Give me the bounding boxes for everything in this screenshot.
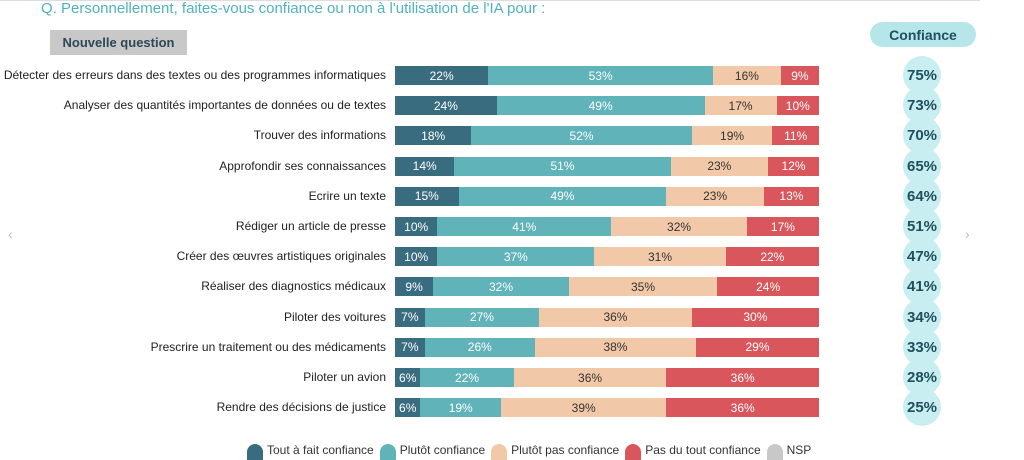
new-question-button[interactable]: Nouvelle question: [50, 30, 187, 55]
bar-segment: 24%: [717, 277, 819, 297]
legend-label: Plutôt pas confiance: [511, 443, 620, 457]
category-label: Réaliser des diagnostics médicaux: [201, 279, 386, 294]
bar-segment: 36%: [666, 368, 819, 387]
legend-label: Plutôt confiance: [399, 443, 486, 457]
bar-segment: 37%: [437, 247, 595, 267]
confidence-value: 70%: [906, 127, 938, 145]
bar-segment: 10%: [776, 96, 819, 116]
bar-segment: 36%: [666, 398, 819, 418]
bar-segment: 13%: [763, 186, 819, 206]
bar-segment: 22%: [725, 247, 819, 267]
category-label: Détecter des erreurs dans des textes ou …: [3, 68, 386, 82]
confidence-value: 25%: [906, 399, 938, 417]
bar-segment: 10%: [395, 247, 438, 267]
bar-segment: 7%: [395, 337, 425, 357]
bar-segment: 22%: [395, 66, 489, 85]
category-label: Prescrire un traitement ou des médicamen…: [150, 339, 386, 354]
confidence-value: 51%: [906, 218, 938, 235]
bar-segment: 7%: [395, 307, 425, 327]
legend-item: Pas du tout confiance: [625, 443, 761, 460]
bar-segment: 15%: [395, 186, 459, 206]
confidence-value: 34%: [906, 308, 938, 326]
bar-segment: 12%: [768, 156, 819, 176]
bar-segment: 53%: [488, 66, 713, 85]
bar-segment: 19%: [691, 126, 773, 146]
bar-segment: 11%: [772, 126, 819, 146]
bar-segment: 31%: [594, 247, 726, 267]
legend-item: Tout à fait confiance: [247, 443, 374, 460]
bar-segment: 23%: [666, 186, 764, 206]
bar-segment: 29%: [696, 337, 819, 357]
category-label: Trouver des informations: [253, 128, 386, 143]
legend-item: Plutôt pas confiance: [491, 443, 619, 460]
chevron-right-icon[interactable]: ›: [965, 226, 970, 242]
bar-segment: 36%: [513, 368, 667, 387]
bar-segment: 27%: [424, 307, 540, 327]
category-label: Approfondir ses connaissances: [219, 158, 386, 173]
bar-segment: 39%: [501, 398, 667, 418]
bar-segment: 41%: [437, 217, 612, 236]
bar-segment: 36%: [539, 307, 692, 327]
bar-segment: 35%: [568, 277, 718, 297]
confidence-value: 28%: [906, 369, 938, 386]
category-label: Analyser des quantités importantes de do…: [63, 98, 386, 113]
bar-segment: 32%: [433, 277, 569, 297]
legend-item: NSP: [766, 443, 812, 460]
confidence-bubble: [903, 388, 941, 427]
bar-segment: 9%: [780, 66, 819, 85]
bar-segment: 14%: [395, 156, 455, 176]
confidence-value: 64%: [906, 187, 938, 205]
bar-segment: 22%: [420, 368, 514, 387]
bar-segment: 38%: [534, 337, 697, 357]
confidence-value: 33%: [906, 338, 938, 356]
bar-segment: 23%: [670, 156, 769, 176]
legend-swatch: [247, 444, 263, 460]
question-title: Q. Personnellement, faites-vous confianc…: [41, 0, 546, 17]
category-label: Piloter des voitures: [283, 309, 386, 324]
bar-segment: 18%: [395, 126, 472, 146]
confidence-value: 47%: [906, 248, 938, 266]
bar-segment: 52%: [471, 126, 692, 146]
legend-swatch: [625, 444, 642, 460]
bar-segment: 10%: [395, 217, 438, 236]
confidence-value: 65%: [906, 157, 938, 175]
chevron-left-icon[interactable]: ‹: [8, 226, 13, 242]
legend-label: NSP: [786, 443, 812, 457]
bar-segment: 51%: [454, 156, 671, 176]
confidence-value: 41%: [906, 278, 938, 296]
bar-segment: 6%: [395, 398, 421, 418]
category-label: Rédiger un article de presse: [235, 219, 386, 233]
legend: Tout à fait confiance Plutôt confiance Plu…: [247, 443, 811, 460]
legend-swatch: [491, 444, 508, 460]
bar-segment: 17%: [746, 217, 819, 236]
bar-segment: 30%: [691, 307, 819, 327]
bar-segment: 16%: [713, 66, 781, 85]
bar-segment: 26%: [424, 337, 535, 357]
legend-label: Tout à fait confiance: [267, 443, 374, 457]
bar-segment: 49%: [458, 186, 667, 206]
bar-segment: 19%: [420, 398, 501, 418]
divider: [0, 0, 980, 1]
category-label: Rendre des décisions de justice: [216, 400, 386, 415]
legend-swatch: [379, 444, 396, 460]
confidence-value: 75%: [906, 67, 938, 84]
legend-label: Pas du tout confiance: [645, 443, 761, 457]
bar-segment: 17%: [704, 96, 777, 116]
category-label: Piloter un avion: [303, 370, 386, 384]
confidence-header: Confiance: [870, 22, 976, 47]
legend-item: Plutôt confiance: [379, 443, 486, 460]
bar-segment: 24%: [395, 96, 497, 116]
category-label: Créer des œuvres artistiques originales: [176, 249, 386, 264]
legend-swatch: [766, 444, 783, 460]
bar-segment: 6%: [395, 368, 421, 387]
bar-segment: 49%: [496, 96, 705, 116]
category-label: Ecrire un texte: [308, 188, 386, 203]
confidence-value: 73%: [906, 97, 938, 115]
bar-segment: 32%: [611, 217, 747, 236]
bar-segment: 9%: [395, 277, 434, 297]
